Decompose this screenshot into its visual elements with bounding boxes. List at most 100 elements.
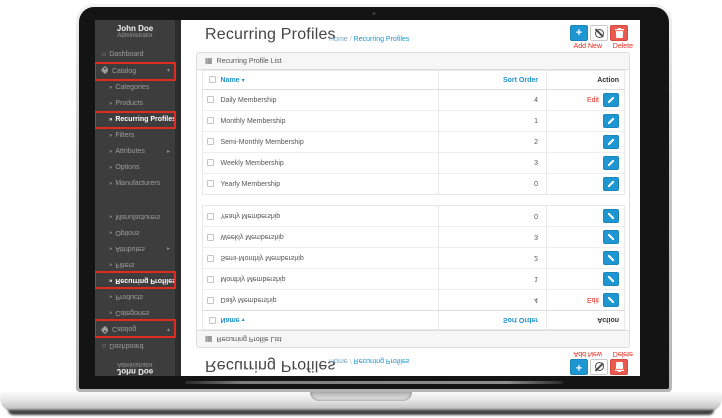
table-row: Semi-Monthly Membership 2 xyxy=(202,131,625,153)
row-checkbox[interactable] xyxy=(207,96,214,104)
caret-down-icon: ▾ xyxy=(241,77,245,84)
recurring-profile-list-panel: ▦ Recurring Profile List Name ▾ Sort Order xyxy=(196,52,630,202)
panel-title: Recurring Profile List xyxy=(216,58,282,65)
main-content: Recurring Profiles Home / Recurring Profil… xyxy=(181,20,640,202)
sidebar-item-dashboard[interactable]: ⌂ Dashboard xyxy=(95,46,175,63)
plus-icon: + xyxy=(575,361,583,374)
annotation-add-new: Add New xyxy=(573,350,602,357)
sidebar-item-options: » Options xyxy=(95,224,175,240)
chevron-down-icon: ▾ xyxy=(166,326,170,332)
submenu-arrow-icon: » xyxy=(109,229,113,235)
laptop-lid: John Doe Administrator ⌂ Dashboard Catalog… xyxy=(76,4,672,392)
row-checkbox xyxy=(207,296,214,304)
pencil-icon xyxy=(607,138,615,146)
edit-button[interactable] xyxy=(603,93,619,107)
annotation-delete: Delete xyxy=(612,43,633,50)
edit-button xyxy=(603,272,619,286)
breadcrumb: Home / Recurring Profiles xyxy=(329,36,409,43)
profile-name: Monthly Membership xyxy=(218,268,439,290)
sidebar-item-catalog[interactable]: Catalog ▾ xyxy=(95,62,176,81)
add-new-button[interactable]: + xyxy=(570,25,588,41)
row-checkbox xyxy=(207,212,214,220)
hinge-bar xyxy=(185,381,563,384)
sort-by-name-link[interactable]: Name xyxy=(220,76,240,84)
table-row: Yearly Membership 0 xyxy=(202,173,625,195)
edit-button[interactable] xyxy=(603,135,619,149)
profile-name: Weekly Membership xyxy=(218,152,439,174)
edit-button[interactable] xyxy=(603,177,619,191)
breadcrumb: Home / Recurring Profiles xyxy=(329,357,409,364)
table-row: Yearly Membership 0 xyxy=(202,205,625,227)
screen-reflection: John Doe Administrator ⌂ Dashboard Catalog… xyxy=(95,200,640,376)
sidebar-item-categories[interactable]: » Categories xyxy=(95,80,175,96)
submenu-arrow-icon: » xyxy=(109,277,113,283)
sidebar-item-recurring-profiles[interactable]: » Recurring Profiles xyxy=(95,111,177,129)
sidebar-item-label: Manufacturers xyxy=(115,180,161,187)
breadcrumb-current-link[interactable]: Recurring Profiles xyxy=(353,36,410,43)
admin-screenshot-reflection: John Doe Administrator ⌂ Dashboard Catalog… xyxy=(95,200,640,376)
sidebar-item-label: Recurring Profiles xyxy=(115,116,177,123)
trash-icon xyxy=(614,362,624,372)
profile-name: Daily Membership xyxy=(220,96,277,104)
sort-order-value: 4 xyxy=(438,89,547,111)
table-row: Monthly Membership 1 xyxy=(202,268,625,290)
edit-button[interactable] xyxy=(603,114,619,128)
sidebar-item-label: Attributes xyxy=(115,245,145,252)
pencil-icon xyxy=(607,117,615,125)
laptop-screen: John Doe Administrator ⌂ Dashboard Catalog… xyxy=(95,20,640,376)
sidebar-item-label: Categories xyxy=(115,309,150,316)
sort-order-value: 1 xyxy=(438,110,547,132)
submenu-arrow-icon: » xyxy=(109,165,113,171)
sidebar-item-label: Options xyxy=(115,164,140,171)
chevron-right-icon: ▸ xyxy=(166,149,170,155)
submenu-arrow-icon: » xyxy=(109,293,113,299)
profile-name: Daily Membership xyxy=(220,296,277,304)
user-profile: John Doe Administrator xyxy=(95,354,175,376)
main-content: Recurring Profiles Home / Recurring Profil… xyxy=(181,200,640,376)
annotation-edit: Edit xyxy=(586,296,599,304)
submenu-arrow-icon: » xyxy=(109,133,113,139)
row-checkbox[interactable] xyxy=(207,117,214,125)
select-all-checkbox xyxy=(209,316,217,324)
submenu-arrow-icon: » xyxy=(109,149,113,155)
sidebar-item-filters[interactable]: » Filters xyxy=(95,128,175,144)
breadcrumb-home-link[interactable]: Home xyxy=(329,36,348,43)
sidebar-nav: ⌂ Dashboard Catalog ▾» Categories» Products» R… xyxy=(95,46,177,192)
sidebar: John Doe Administrator ⌂ Dashboard Catalog… xyxy=(95,200,181,376)
sidebar-item-options[interactable]: » Options xyxy=(95,160,175,176)
select-all-checkbox[interactable] xyxy=(209,76,217,84)
row-checkbox[interactable] xyxy=(207,138,214,146)
panel-header: ▦ Recurring Profile List xyxy=(197,330,629,347)
sort-by-sort-order-link[interactable]: Sort Order xyxy=(502,76,538,84)
secondary-button[interactable] xyxy=(590,25,608,41)
recurring-profile-list-panel: ▦ Recurring Profile List Name ▾ Sort Order xyxy=(196,200,630,348)
sidebar-item-products[interactable]: » Products xyxy=(95,96,175,112)
pencil-icon xyxy=(607,96,615,104)
sidebar-item-dashboard: ⌂ Dashboard xyxy=(95,337,175,354)
add-new-button: + xyxy=(570,359,588,375)
sidebar-item-attributes[interactable]: » Attributes ▸ xyxy=(95,144,175,160)
row-checkbox xyxy=(207,233,214,241)
caret-down-icon: ▾ xyxy=(241,316,245,323)
ban-icon xyxy=(594,362,604,372)
laptop-bezel: John Doe Administrator ⌂ Dashboard Catalog… xyxy=(79,7,669,389)
delete-button[interactable] xyxy=(610,25,628,41)
pencil-icon xyxy=(607,212,615,220)
laptop-notch xyxy=(310,392,412,401)
table-row: Weekly Membership 3 xyxy=(202,152,625,174)
sidebar-item-label: Categories xyxy=(115,84,150,91)
row-checkbox[interactable] xyxy=(207,180,214,188)
row-checkbox[interactable] xyxy=(207,159,214,167)
sort-order-value: 4 xyxy=(438,289,547,311)
annotation-add-new: Add New xyxy=(573,43,602,50)
edit-button[interactable] xyxy=(603,156,619,170)
profile-name: Monthly Membership xyxy=(218,110,439,132)
sort-order-value: 1 xyxy=(438,268,547,290)
sidebar-item-catalog: Catalog ▾ xyxy=(95,319,176,338)
sidebar-item-manufacturers: » Manufacturers xyxy=(95,208,175,224)
submenu-arrow-icon: » xyxy=(109,101,113,107)
sidebar-item-manufacturers[interactable]: » Manufacturers xyxy=(95,176,175,192)
page-title: Recurring Profiles xyxy=(205,357,336,374)
laptop-base-shadow xyxy=(8,410,714,415)
